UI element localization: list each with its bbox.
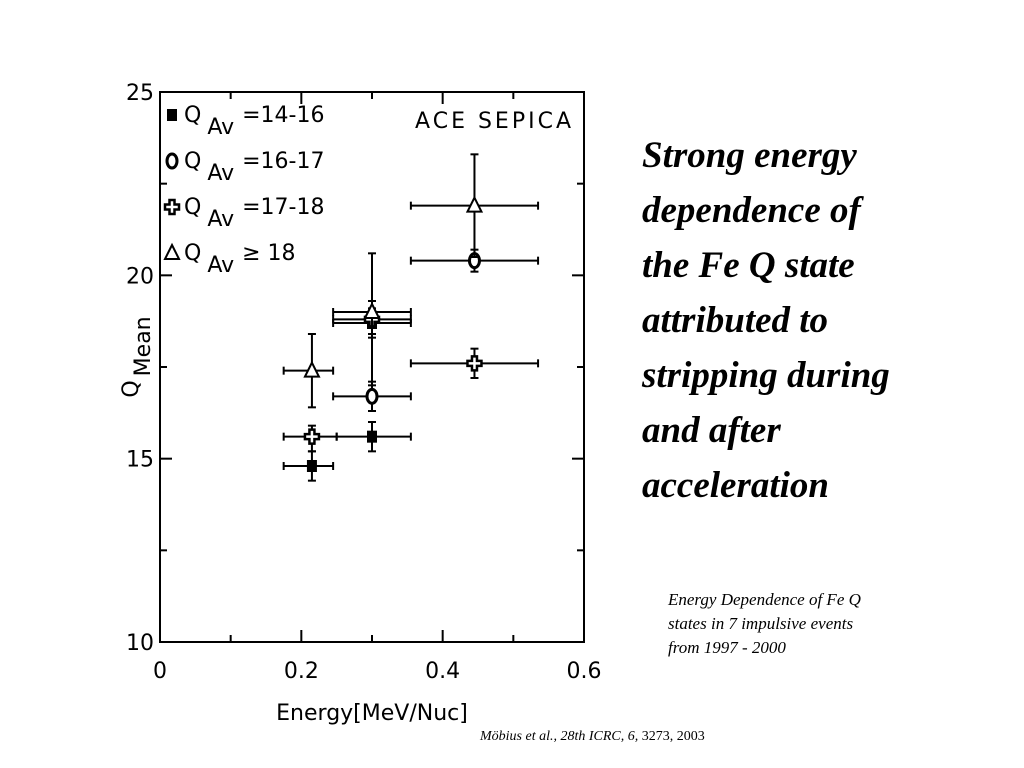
- y-tick-label: 20: [126, 264, 154, 289]
- y-axis-title-main: Q: [119, 380, 144, 397]
- legend-range: =17-18: [242, 195, 324, 220]
- data-point-triangle: [303, 360, 321, 378]
- y-tick-label: 10: [126, 631, 154, 656]
- chart-title: ACE SEPICA: [415, 109, 574, 134]
- x-tick-label: 0.2: [284, 659, 319, 684]
- legend-item: Q Av ≥ 18: [163, 241, 296, 278]
- legend-marker-circle: [165, 152, 179, 170]
- x-tick-label: 0.6: [567, 659, 602, 684]
- x-axis: 0 0.2 0.4 0.6: [153, 92, 602, 684]
- legend-label: Q Av =14-16: [184, 103, 324, 140]
- citation: Möbius et al., 28th ICRC, 6, 3273, 2003: [480, 729, 705, 745]
- data-point-triangle: [465, 195, 484, 213]
- data-point-plus: [466, 355, 483, 372]
- legend-label: Q Av =17-18: [184, 195, 324, 232]
- series-triangle: [282, 153, 540, 409]
- y-axis-title: Q Mean: [119, 316, 156, 397]
- legend-sub: Av: [207, 253, 234, 278]
- legend-sub: Av: [207, 207, 234, 232]
- legend-q: Q: [184, 149, 201, 174]
- legend-sub: Av: [207, 161, 234, 186]
- legend: Q Av =14-16Q Av =16-17Q Av =17-18Q Av ≥ 18: [163, 103, 324, 278]
- y-tick-label: 15: [126, 448, 154, 473]
- headline: Strong energy dependence of the Fe Q sta…: [642, 135, 890, 506]
- legend-marker-square: [167, 109, 177, 121]
- figure-caption: Energy Dependence of Fe Q states in 7 im…: [668, 590, 861, 657]
- legend-marker-plus: [163, 198, 181, 216]
- citation-rest: 3273, 2003: [638, 729, 705, 744]
- y-tick-label: 25: [126, 81, 154, 106]
- y-axis-title-text: Q Mean: [119, 316, 156, 397]
- x-tick-label: 0: [153, 659, 167, 684]
- legend-item: Q Av =14-16: [167, 103, 324, 140]
- legend-item: Q Av =17-18: [163, 195, 324, 232]
- x-axis-title: Energy[MeV/Nuc]: [276, 701, 468, 726]
- data-point-plus: [303, 428, 321, 445]
- legend-range: =16-17: [242, 149, 324, 174]
- citation-authors: Möbius et al., 28th ICRC, 6,: [480, 729, 639, 744]
- legend-q: Q: [184, 103, 201, 128]
- legend-range: ≥ 18: [242, 241, 295, 266]
- legend-label: Q Av =16-17: [184, 149, 324, 186]
- data-point-square: [367, 430, 377, 443]
- legend-sub: Av: [207, 115, 234, 140]
- data-point-circle: [365, 387, 379, 405]
- legend-range: =14-16: [242, 103, 324, 128]
- y-axis: 10 15 20 25: [126, 81, 584, 656]
- legend-q: Q: [184, 241, 201, 266]
- legend-marker-triangle: [163, 242, 181, 260]
- legend-item: Q Av =16-17: [165, 149, 324, 186]
- series-layer: [282, 153, 540, 482]
- series-square: [282, 307, 412, 482]
- data-point-square: [306, 460, 317, 472]
- y-axis-title-sub: Mean: [131, 316, 156, 376]
- data-point-triangle: [363, 301, 381, 319]
- legend-label: Q Av ≥ 18: [184, 241, 296, 278]
- legend-q: Q: [184, 195, 201, 220]
- x-tick-label: 0.4: [425, 659, 460, 684]
- series-circle: [332, 248, 540, 412]
